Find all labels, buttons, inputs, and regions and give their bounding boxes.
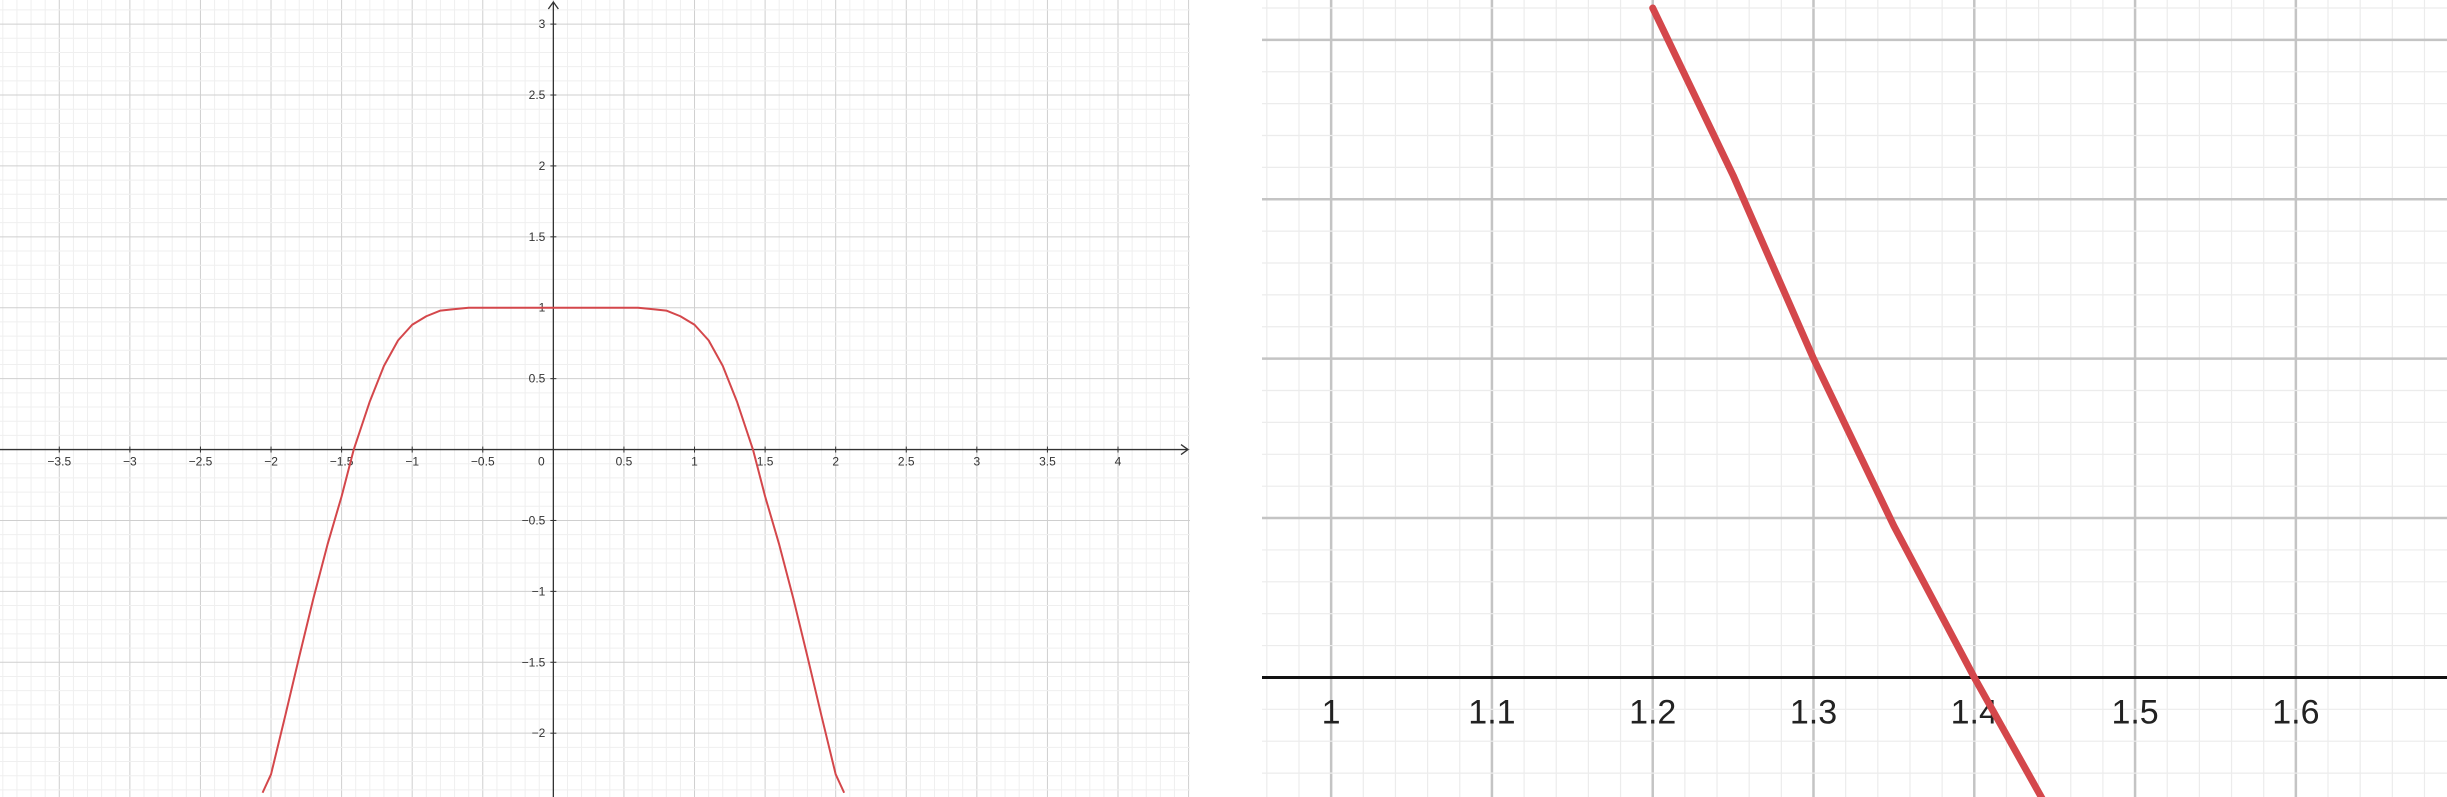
x-tick-label: 1.1: [1468, 693, 1515, 731]
x-tick-label: 1: [691, 455, 698, 469]
zoomed-view-graph[interactable]: 11.11.21.31.41.51.61: [1262, 0, 2447, 797]
x-tick-label: −2.5: [189, 455, 213, 469]
x-tick-label: 3.5: [1039, 455, 1056, 469]
x-tick-label: 4: [1115, 455, 1122, 469]
x-tick-label: 1.5: [2111, 693, 2158, 731]
function-curve[interactable]: [1649, 4, 2055, 797]
y-tick-label: −1: [532, 584, 546, 598]
y-tick-label: 2: [539, 159, 546, 173]
y-tick-label: 1.5: [529, 230, 546, 244]
x-tick-label: −0.5: [471, 455, 495, 469]
x-tick-label: −3: [123, 455, 137, 469]
left-graph-panel[interactable]: −3.5 −3 −2.5 −2 −1.5 −1 −0.5 0 0.5 1 1.5 2 2.5 3 3.5 4 3…: [0, 0, 1190, 797]
x-tick-label: 0.5: [616, 455, 633, 469]
x-tick-label: 1: [1322, 693, 1341, 731]
y-tick-label: 0.5: [529, 372, 546, 386]
x-tick-label: 2.5: [898, 455, 915, 469]
x-tick-label: 1.6: [2272, 693, 2319, 731]
x-tick-label: 0: [538, 455, 545, 469]
x-tick-label: −1: [405, 455, 419, 469]
y-tick-label: −1.5: [522, 655, 546, 669]
x-tick-label: 2: [832, 455, 839, 469]
x-tick-label: −2: [264, 455, 278, 469]
x-tick-label: 1.5: [757, 455, 774, 469]
function-curve[interactable]: [261, 306, 846, 794]
y-axis-arrow: [547, 0, 559, 10]
x-tick-label: 1.3: [1790, 693, 1837, 731]
y-tick-label: −2: [532, 726, 546, 740]
x-tick-label: −1.5: [330, 455, 354, 469]
full-view-graph[interactable]: −3.5 −3 −2.5 −2 −1.5 −1 −0.5 0 0.5 1 1.5 2 2.5 3 3.5 4 3…: [0, 0, 1190, 797]
y-tick-label: −0.5: [522, 513, 546, 527]
x-tick-label: 3: [974, 455, 981, 469]
x-tick-label: 1.2: [1629, 693, 1676, 731]
grid: [0, 0, 1190, 797]
y-tick-label: 2.5: [529, 88, 546, 102]
x-tick-label: −3.5: [47, 455, 71, 469]
x-axis-arrow: [1180, 444, 1190, 456]
y-tick-label: 3: [539, 17, 546, 31]
right-graph-panel[interactable]: 11.11.21.31.41.51.61: [1262, 0, 2447, 797]
